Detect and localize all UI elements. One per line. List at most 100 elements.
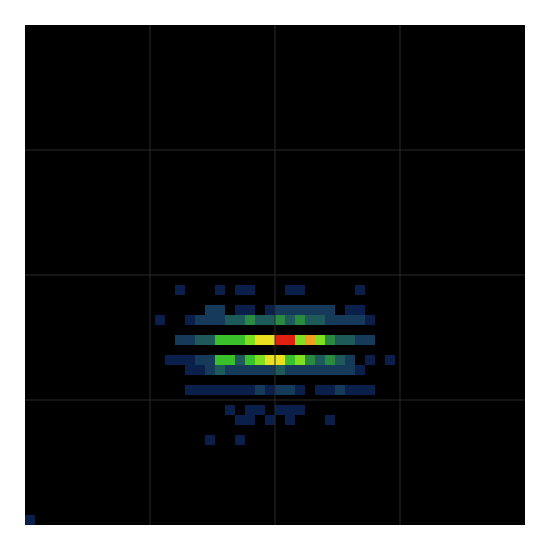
heatmap-cell xyxy=(205,365,215,375)
heatmap-cell xyxy=(285,405,295,415)
heatmap-cell xyxy=(255,315,265,325)
heatmap-cell xyxy=(255,405,265,415)
heatmap-cell xyxy=(315,385,325,395)
heatmap-cell xyxy=(305,315,315,325)
heatmap-cell xyxy=(275,335,285,345)
heatmap-cell xyxy=(185,355,195,365)
heatmap-cell xyxy=(265,305,275,315)
heatmap-cell xyxy=(365,315,375,325)
heatmap-cell xyxy=(285,415,295,425)
heatmap-cell xyxy=(185,385,195,395)
heatmap-cell xyxy=(235,385,245,395)
heatmap-cell xyxy=(205,385,215,395)
heatmap-cell xyxy=(315,365,325,375)
heatmap-cell xyxy=(355,335,365,345)
heatmap-cell xyxy=(235,315,245,325)
heatmap-cell xyxy=(295,355,305,365)
heatmap-cell xyxy=(235,305,245,315)
heatmap-cell xyxy=(155,315,165,325)
heatmap-cell xyxy=(225,365,235,375)
heatmap-cell xyxy=(275,305,285,315)
heatmap-cell xyxy=(255,355,265,365)
heatmap-cell xyxy=(295,285,305,295)
heatmap-cell xyxy=(315,315,325,325)
heatmap-cell xyxy=(255,335,265,345)
heatmap-cell xyxy=(255,365,265,375)
heatmap-cell xyxy=(355,365,365,375)
heatmap-cell xyxy=(315,355,325,365)
heatmap-cell xyxy=(245,355,255,365)
heatmap-cell xyxy=(285,285,295,295)
heatmap-cell xyxy=(335,315,345,325)
heatmap-cell xyxy=(245,415,255,425)
heatmap-cell xyxy=(235,435,245,445)
heatmap-cell xyxy=(245,405,255,415)
heatmap-cell xyxy=(245,335,255,345)
heatmap-cell xyxy=(235,285,245,295)
heatmap-cell xyxy=(345,315,355,325)
heatmap-cell xyxy=(295,305,305,315)
grid-lines xyxy=(25,25,525,525)
heatmap-cell xyxy=(335,365,345,375)
heatmap-cell xyxy=(285,335,295,345)
heatmap-cell xyxy=(265,365,275,375)
heatmap-cell xyxy=(275,365,285,375)
heatmap-cell xyxy=(295,315,305,325)
heatmap-cell xyxy=(205,315,215,325)
heatmap-cell xyxy=(335,335,345,345)
heatmap-cell xyxy=(295,365,305,375)
heatmap-cell xyxy=(225,355,235,365)
heatmap-cell xyxy=(245,365,255,375)
heatmap-cell xyxy=(345,335,355,345)
heatmap-cell xyxy=(195,385,205,395)
heatmap-cell xyxy=(295,335,305,345)
heatmap-cell xyxy=(325,335,335,345)
heatmap-cell xyxy=(205,305,215,315)
heatmap-cell xyxy=(245,305,255,315)
heatmap-cell xyxy=(345,385,355,395)
heatmap-cell xyxy=(355,315,365,325)
heatmap-cell xyxy=(255,385,265,395)
heatmap-cell xyxy=(245,385,255,395)
heatmap-cell xyxy=(285,385,295,395)
heatmap-cell xyxy=(315,305,325,315)
heatmap-cell xyxy=(355,305,365,315)
heatmap-cell xyxy=(265,355,275,365)
heatmap-cell xyxy=(305,355,315,365)
heatmap-cell xyxy=(215,315,225,325)
heatmap-cell xyxy=(305,335,315,345)
heatmap-cell xyxy=(235,415,245,425)
heatmap-cell xyxy=(225,315,235,325)
heatmap-cell xyxy=(185,315,195,325)
heatmap-cell xyxy=(325,385,335,395)
heatmap-cell xyxy=(175,335,185,345)
heatmap-cell xyxy=(215,285,225,295)
heatmap-cell xyxy=(275,385,285,395)
heatmap-cell xyxy=(265,415,275,425)
heatmap-cell xyxy=(185,365,195,375)
heatmap-cell xyxy=(365,385,375,395)
heatmap-cell xyxy=(205,335,215,345)
heatmap-cell xyxy=(235,355,245,365)
heatmap-cells xyxy=(25,285,395,525)
heatmap-cell xyxy=(25,515,35,525)
heatmap-cell xyxy=(205,355,215,365)
heatmap-cell xyxy=(295,405,305,415)
heatmap-cell xyxy=(325,415,335,425)
heatmap-cell xyxy=(195,315,205,325)
heatmap-cell xyxy=(325,315,335,325)
heatmap-cell xyxy=(195,335,205,345)
heatmap-cell xyxy=(235,335,245,345)
heatmap-cell xyxy=(215,385,225,395)
heatmap-cell xyxy=(235,365,245,375)
heatmap-cell xyxy=(325,365,335,375)
heatmap-cell xyxy=(215,305,225,315)
heatmap-cell xyxy=(285,305,295,315)
heatmap-cell xyxy=(305,365,315,375)
heatmap-cell xyxy=(275,355,285,365)
heatmap-cell xyxy=(175,355,185,365)
heatmap-cell xyxy=(265,385,275,395)
heatmap-cell xyxy=(245,285,255,295)
